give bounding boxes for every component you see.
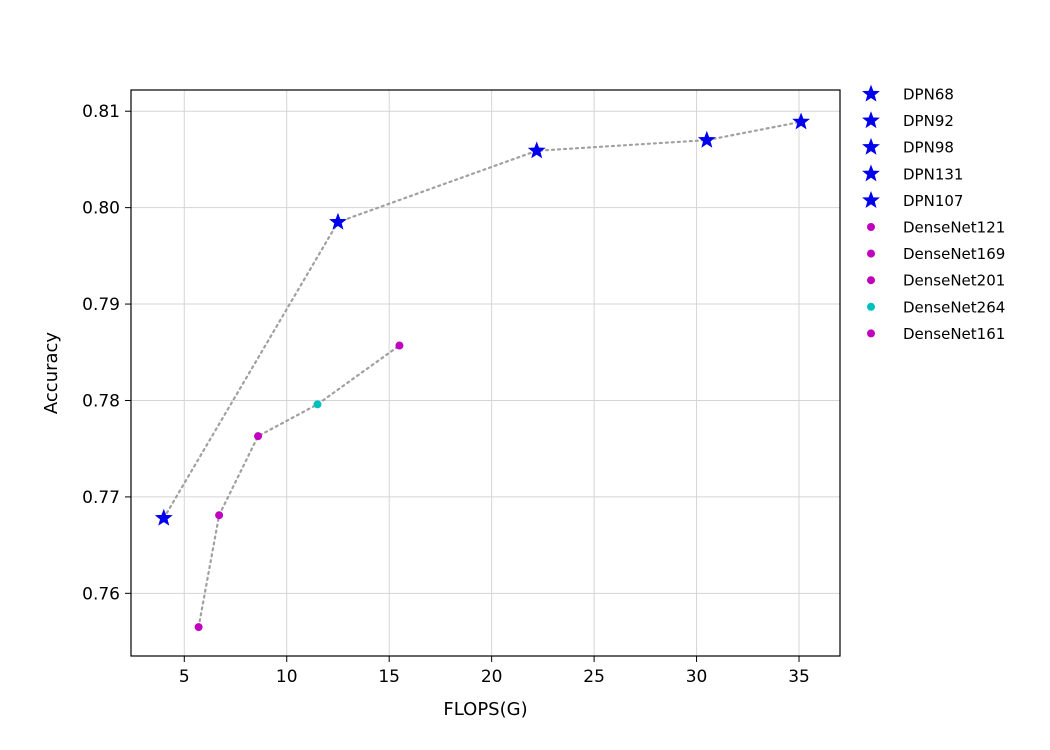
x-tick-label: 10 — [276, 667, 298, 687]
data-points — [154, 112, 810, 632]
legend-item-dpn98: DPN98 — [862, 137, 954, 157]
legend-item-densenet161: DenseNet161 — [867, 325, 1005, 343]
point-densenet161 — [395, 341, 404, 350]
legend-item-dpn131: DPN131 — [862, 164, 963, 183]
legend-label: DPN131 — [903, 165, 963, 183]
legend-marker — [862, 137, 880, 155]
legend-item-densenet121: DenseNet121 — [867, 219, 1005, 237]
connector-line-densenet — [197, 344, 401, 629]
legend-label: DenseNet161 — [903, 325, 1005, 343]
legend: DPN68 DPN92 DPN98 DPN131 DPN107 DenseNet121 De… — [862, 84, 1005, 343]
legend-marker — [867, 249, 875, 258]
legend-marker — [867, 329, 875, 338]
point-dpn68 — [154, 508, 173, 526]
legend-marker — [862, 84, 880, 102]
x-axis-label: FLOPS(G) — [443, 699, 527, 720]
legend-marker — [862, 111, 880, 129]
legend-label: DenseNet264 — [903, 298, 1005, 316]
plot-background — [131, 90, 840, 656]
legend-item-dpn107: DPN107 — [862, 191, 963, 210]
y-tick-label: 0.76 — [82, 584, 120, 604]
legend-label: DPN107 — [903, 192, 963, 210]
legend-marker — [867, 302, 875, 311]
plot-frame — [130, 89, 841, 657]
legend-item-densenet169: DenseNet169 — [867, 245, 1005, 263]
legend-label: DPN98 — [903, 139, 954, 157]
legend-label: DenseNet169 — [903, 245, 1005, 263]
x-tick-label: 20 — [481, 667, 503, 687]
legend-label: DPN68 — [903, 86, 954, 104]
legend-item-dpn68: DPN68 — [862, 84, 954, 104]
point-dpn131 — [697, 130, 716, 148]
legend-marker — [862, 191, 880, 208]
y-axis-ticks: 0.76 0.77 0.78 0.79 0.80 0.81 — [82, 102, 131, 604]
y-tick-label: 0.80 — [82, 199, 120, 219]
x-tick-label: 15 — [378, 667, 400, 687]
legend-item-densenet264: DenseNet264 — [867, 298, 1005, 316]
y-tick-label: 0.79 — [82, 295, 120, 315]
point-dpn98 — [527, 141, 546, 159]
legend-item-dpn92: DPN92 — [862, 111, 954, 130]
y-tick-label: 0.78 — [82, 391, 120, 411]
grid — [131, 90, 840, 656]
y-axis-label: Accuracy — [41, 332, 62, 415]
legend-label: DenseNet121 — [903, 219, 1005, 237]
point-dpn107 — [792, 112, 810, 130]
point-densenet169 — [215, 511, 224, 520]
legend-marker — [867, 276, 875, 285]
y-tick-label: 0.77 — [82, 488, 120, 508]
point-dpn92 — [329, 212, 347, 230]
legend-label: DPN92 — [903, 112, 954, 130]
x-tick-label: 5 — [179, 667, 190, 687]
x-tick-label: 35 — [788, 667, 810, 687]
point-densenet264 — [313, 400, 322, 409]
legend-marker — [867, 223, 875, 231]
legend-label: DenseNet201 — [903, 272, 1005, 290]
y-tick-label: 0.81 — [82, 102, 120, 122]
legend-item-densenet201: DenseNet201 — [867, 272, 1005, 290]
x-axis-ticks: 5 10 15 20 25 30 35 — [179, 656, 810, 687]
point-densenet201 — [254, 432, 263, 441]
point-densenet121 — [194, 623, 203, 632]
legend-marker — [862, 164, 880, 182]
x-tick-label: 25 — [583, 667, 605, 687]
x-tick-label: 30 — [686, 667, 708, 687]
